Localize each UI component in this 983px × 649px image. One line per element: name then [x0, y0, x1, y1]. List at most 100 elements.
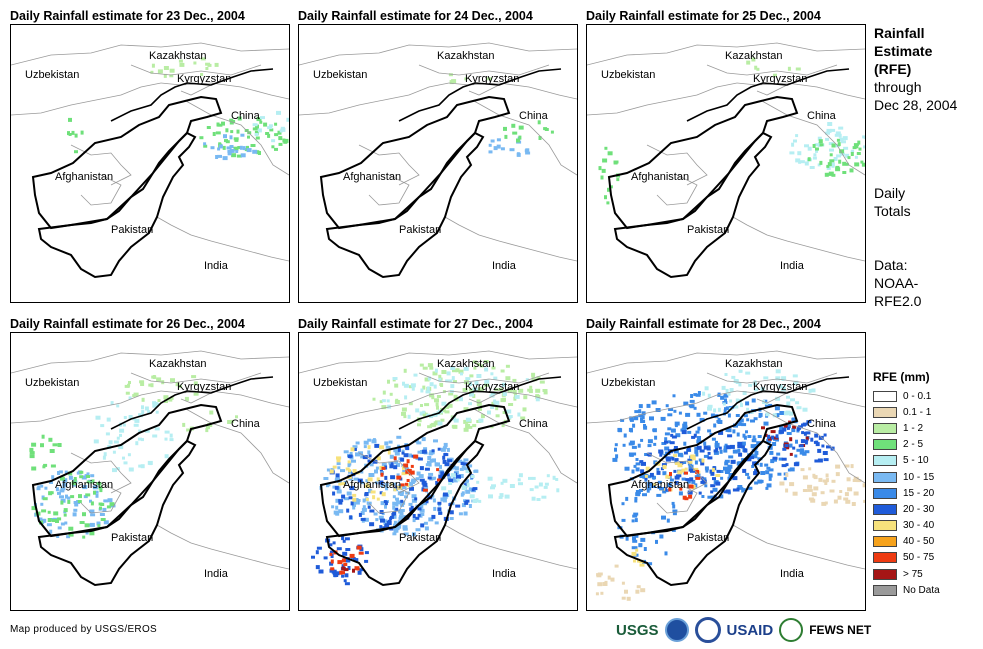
admin-boundary	[70, 144, 132, 186]
admin-boundary	[706, 64, 838, 76]
admin-boundary	[418, 64, 550, 76]
admin-boundary	[761, 100, 865, 176]
legend-item: 50 - 75	[873, 550, 940, 566]
legend-label: > 75	[903, 568, 923, 580]
fews-globe-icon	[779, 618, 804, 642]
country-label-india: India	[492, 260, 517, 272]
admin-boundary	[11, 390, 162, 424]
legend-item: 20 - 30	[873, 501, 940, 517]
country-label-india: India	[780, 260, 805, 272]
legend-item: 40 - 50	[873, 534, 940, 550]
admin-boundary	[299, 350, 577, 374]
usgs-logo: USGS	[616, 621, 659, 639]
admin-boundary	[368, 174, 410, 206]
country-boundary	[398, 376, 562, 430]
country-label-pakistan: Pakistan	[399, 532, 441, 544]
legend-label: 20 - 30	[903, 503, 935, 515]
legend-item: 10 - 15	[873, 469, 940, 485]
admin-boundary	[706, 372, 838, 384]
admin-boundary	[587, 350, 865, 374]
admin-boundary	[11, 82, 162, 116]
legend-label: 2 - 5	[903, 439, 924, 451]
legend-item: 5 - 10	[873, 453, 940, 469]
legend-item: 2 - 5	[873, 437, 940, 453]
legend-swatch	[873, 406, 897, 418]
admin-boundary	[70, 452, 132, 494]
pakistan-border	[325, 131, 485, 279]
pakistan-border	[37, 439, 197, 587]
through-date: through Dec 28, 2004	[874, 78, 957, 114]
admin-boundary	[299, 42, 577, 66]
admin-boundary	[368, 482, 410, 514]
legend-swatch	[873, 520, 897, 532]
admin-boundary	[473, 100, 577, 176]
rainfall-map: Kazakhstan Kyrgyzstan Uzbekistan China Afgha…	[586, 332, 866, 611]
admin-boundary	[80, 174, 122, 206]
admin-boundary	[156, 524, 289, 570]
fews-net-logo: FEWS NET	[809, 623, 872, 637]
legend-item: No Data	[873, 582, 940, 598]
admin-boundary	[761, 408, 865, 484]
country-label-afghanistan: Afghanistan	[55, 171, 113, 183]
afghanistan-border	[319, 95, 511, 230]
legend-label: 40 - 50	[903, 536, 935, 548]
pakistan-border	[613, 131, 773, 279]
agency-logos: USGS USAID FEWS NET	[616, 617, 872, 643]
country-label-china: China	[231, 418, 261, 430]
rainfall-layer	[595, 369, 865, 601]
admin-boundary	[444, 216, 577, 262]
rainfall-map: Kazakhstan Kyrgyzstan Uzbekistan China Afgha…	[10, 24, 290, 303]
admin-boundary	[587, 82, 738, 116]
admin-boundary	[130, 64, 262, 76]
admin-boundary	[732, 216, 865, 262]
panel-title: Daily Rainfall estimate for 23 Dec., 200…	[10, 9, 245, 23]
admin-boundary	[180, 392, 212, 404]
admin-boundary	[185, 408, 289, 484]
map-svg: Kazakhstan Kyrgyzstan Uzbekistan China Afgha…	[587, 42, 865, 279]
legend-item: 1 - 2	[873, 420, 940, 436]
country-boundary	[398, 68, 562, 122]
rfe-title-line-1: Rainfall	[874, 25, 925, 41]
rainfall-layer	[311, 360, 560, 586]
map-svg: Kazakhstan Kyrgyzstan Uzbekistan China Afgha…	[299, 42, 577, 279]
country-boundary	[686, 376, 850, 430]
map-svg: Kazakhstan Kyrgyzstan Uzbekistan China Afgha…	[299, 350, 577, 587]
country-label-kazakhstan: Kazakhstan	[437, 50, 494, 62]
admin-boundary	[185, 100, 289, 176]
legend-item: 30 - 40	[873, 518, 940, 534]
legend-item: 15 - 20	[873, 485, 940, 501]
country-label-pakistan: Pakistan	[111, 532, 153, 544]
legend-swatch	[873, 422, 897, 434]
legend-label: 5 - 10	[903, 455, 929, 467]
rainfall-layer	[29, 375, 238, 539]
country-label-afghanistan: Afghanistan	[343, 479, 401, 491]
country-label-china: China	[807, 418, 837, 430]
legend-title: RFE (mm)	[873, 370, 930, 384]
legend-swatch	[873, 536, 897, 548]
data-line-1: Data:	[874, 257, 908, 273]
data-source: Data: NOAA- RFE2.0	[874, 256, 921, 310]
country-label-afghanistan: Afghanistan	[55, 479, 113, 491]
admin-boundary	[180, 84, 212, 96]
totals-line-1: Daily	[874, 185, 906, 201]
country-label-kazakhstan: Kazakhstan	[149, 50, 206, 62]
rfe-title-line-2: Estimate	[874, 43, 933, 59]
country-label-kazakhstan: Kazakhstan	[437, 358, 494, 370]
rfe-title: Rainfall Estimate (RFE)	[874, 24, 932, 78]
legend-swatch	[873, 439, 897, 451]
legend-label: 10 - 15	[903, 471, 935, 483]
country-label-china: China	[231, 110, 261, 122]
country-label-china: China	[519, 110, 549, 122]
country-label-kazakhstan: Kazakhstan	[725, 50, 782, 62]
country-label-china: China	[519, 418, 549, 430]
country-label-pakistan: Pakistan	[111, 224, 153, 236]
daily-totals: Daily Totals	[874, 184, 911, 220]
admin-boundary	[736, 82, 865, 100]
map-credit: Map produced by USGS/EROS	[10, 624, 158, 635]
rainfall-map: Kazakhstan Kyrgyzstan Uzbekistan China Afgha…	[298, 24, 578, 303]
admin-boundary	[80, 482, 122, 514]
noaa-logo-icon	[664, 618, 689, 642]
panel-title: Daily Rainfall estimate for 26 Dec., 200…	[10, 317, 245, 331]
country-label-kyrgyzstan: Kyrgyzstan	[465, 381, 519, 393]
country-label-kyrgyzstan: Kyrgyzstan	[177, 73, 231, 85]
